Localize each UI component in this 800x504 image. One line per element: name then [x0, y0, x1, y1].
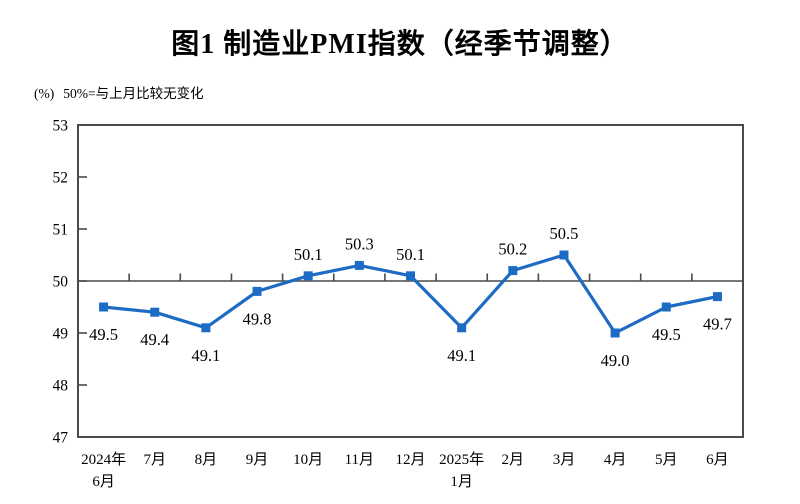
data-point-label: 50.1	[396, 245, 425, 264]
data-point-label: 50.2	[498, 240, 527, 259]
x-axis-label: 4月	[604, 452, 627, 468]
x-axis-label: 3月	[553, 452, 576, 468]
data-point-marker	[508, 266, 518, 276]
y-axis-label: 49	[53, 326, 69, 343]
x-axis-label: 1月	[450, 474, 473, 490]
data-point-marker	[150, 307, 160, 317]
x-axis-label: 10月	[293, 452, 323, 468]
y-axis-unit-label: (%)	[34, 86, 55, 101]
data-point-label: 49.8	[243, 309, 272, 328]
data-point-label: 49.7	[703, 315, 732, 334]
data-point-label: 50.5	[550, 224, 579, 243]
data-point-marker	[303, 271, 313, 281]
data-point-marker	[354, 260, 364, 270]
data-point-label: 49.5	[89, 325, 118, 344]
x-axis-label: 2月	[502, 452, 525, 468]
x-axis-label: 5月	[655, 452, 678, 468]
y-axis-label: 51	[53, 222, 69, 239]
x-axis-label: 9月	[246, 452, 269, 468]
data-point-marker	[99, 302, 109, 312]
x-axis-label: 2024年	[81, 451, 126, 468]
data-point-label: 49.5	[652, 325, 681, 344]
data-point-marker	[457, 323, 467, 333]
y-axis-label: 50	[53, 274, 69, 291]
axis-unit-note: (%) 50%=与上月比较无变化	[34, 82, 204, 102]
data-point-marker	[661, 302, 671, 312]
data-point-label: 50.3	[345, 234, 374, 253]
data-point-label: 49.4	[140, 330, 169, 349]
data-point-label: 49.1	[447, 346, 476, 365]
data-point-marker	[610, 328, 620, 338]
x-axis-label: 7月	[143, 452, 166, 468]
chart-title: 图1 制造业PMI指数（经季节调整）	[171, 29, 629, 60]
data-point-label: 49.0	[601, 351, 630, 370]
y-axis-label: 48	[53, 378, 69, 395]
data-point-marker	[252, 286, 262, 296]
data-point-label: 50.1	[294, 245, 323, 264]
x-axis-label: 6月	[706, 452, 729, 468]
data-point-marker	[712, 292, 722, 302]
data-point-marker	[201, 323, 211, 333]
reference-note-label: 50%=与上月比较无变化	[63, 86, 204, 101]
x-axis-label: 12月	[395, 452, 425, 468]
data-point-marker	[406, 271, 415, 281]
y-axis-label: 52	[53, 170, 69, 187]
data-point-marker	[559, 250, 569, 260]
x-axis-label: 11月	[345, 452, 374, 468]
y-axis-label: 53	[53, 118, 69, 135]
x-axis-label: 6月	[92, 474, 115, 490]
pmi-line	[101, 253, 720, 335]
x-axis-label: 2025年	[439, 451, 484, 468]
y-axis-label: 47	[53, 430, 69, 447]
data-point-label: 49.1	[191, 346, 220, 365]
x-axis-label: 8月	[195, 452, 218, 468]
